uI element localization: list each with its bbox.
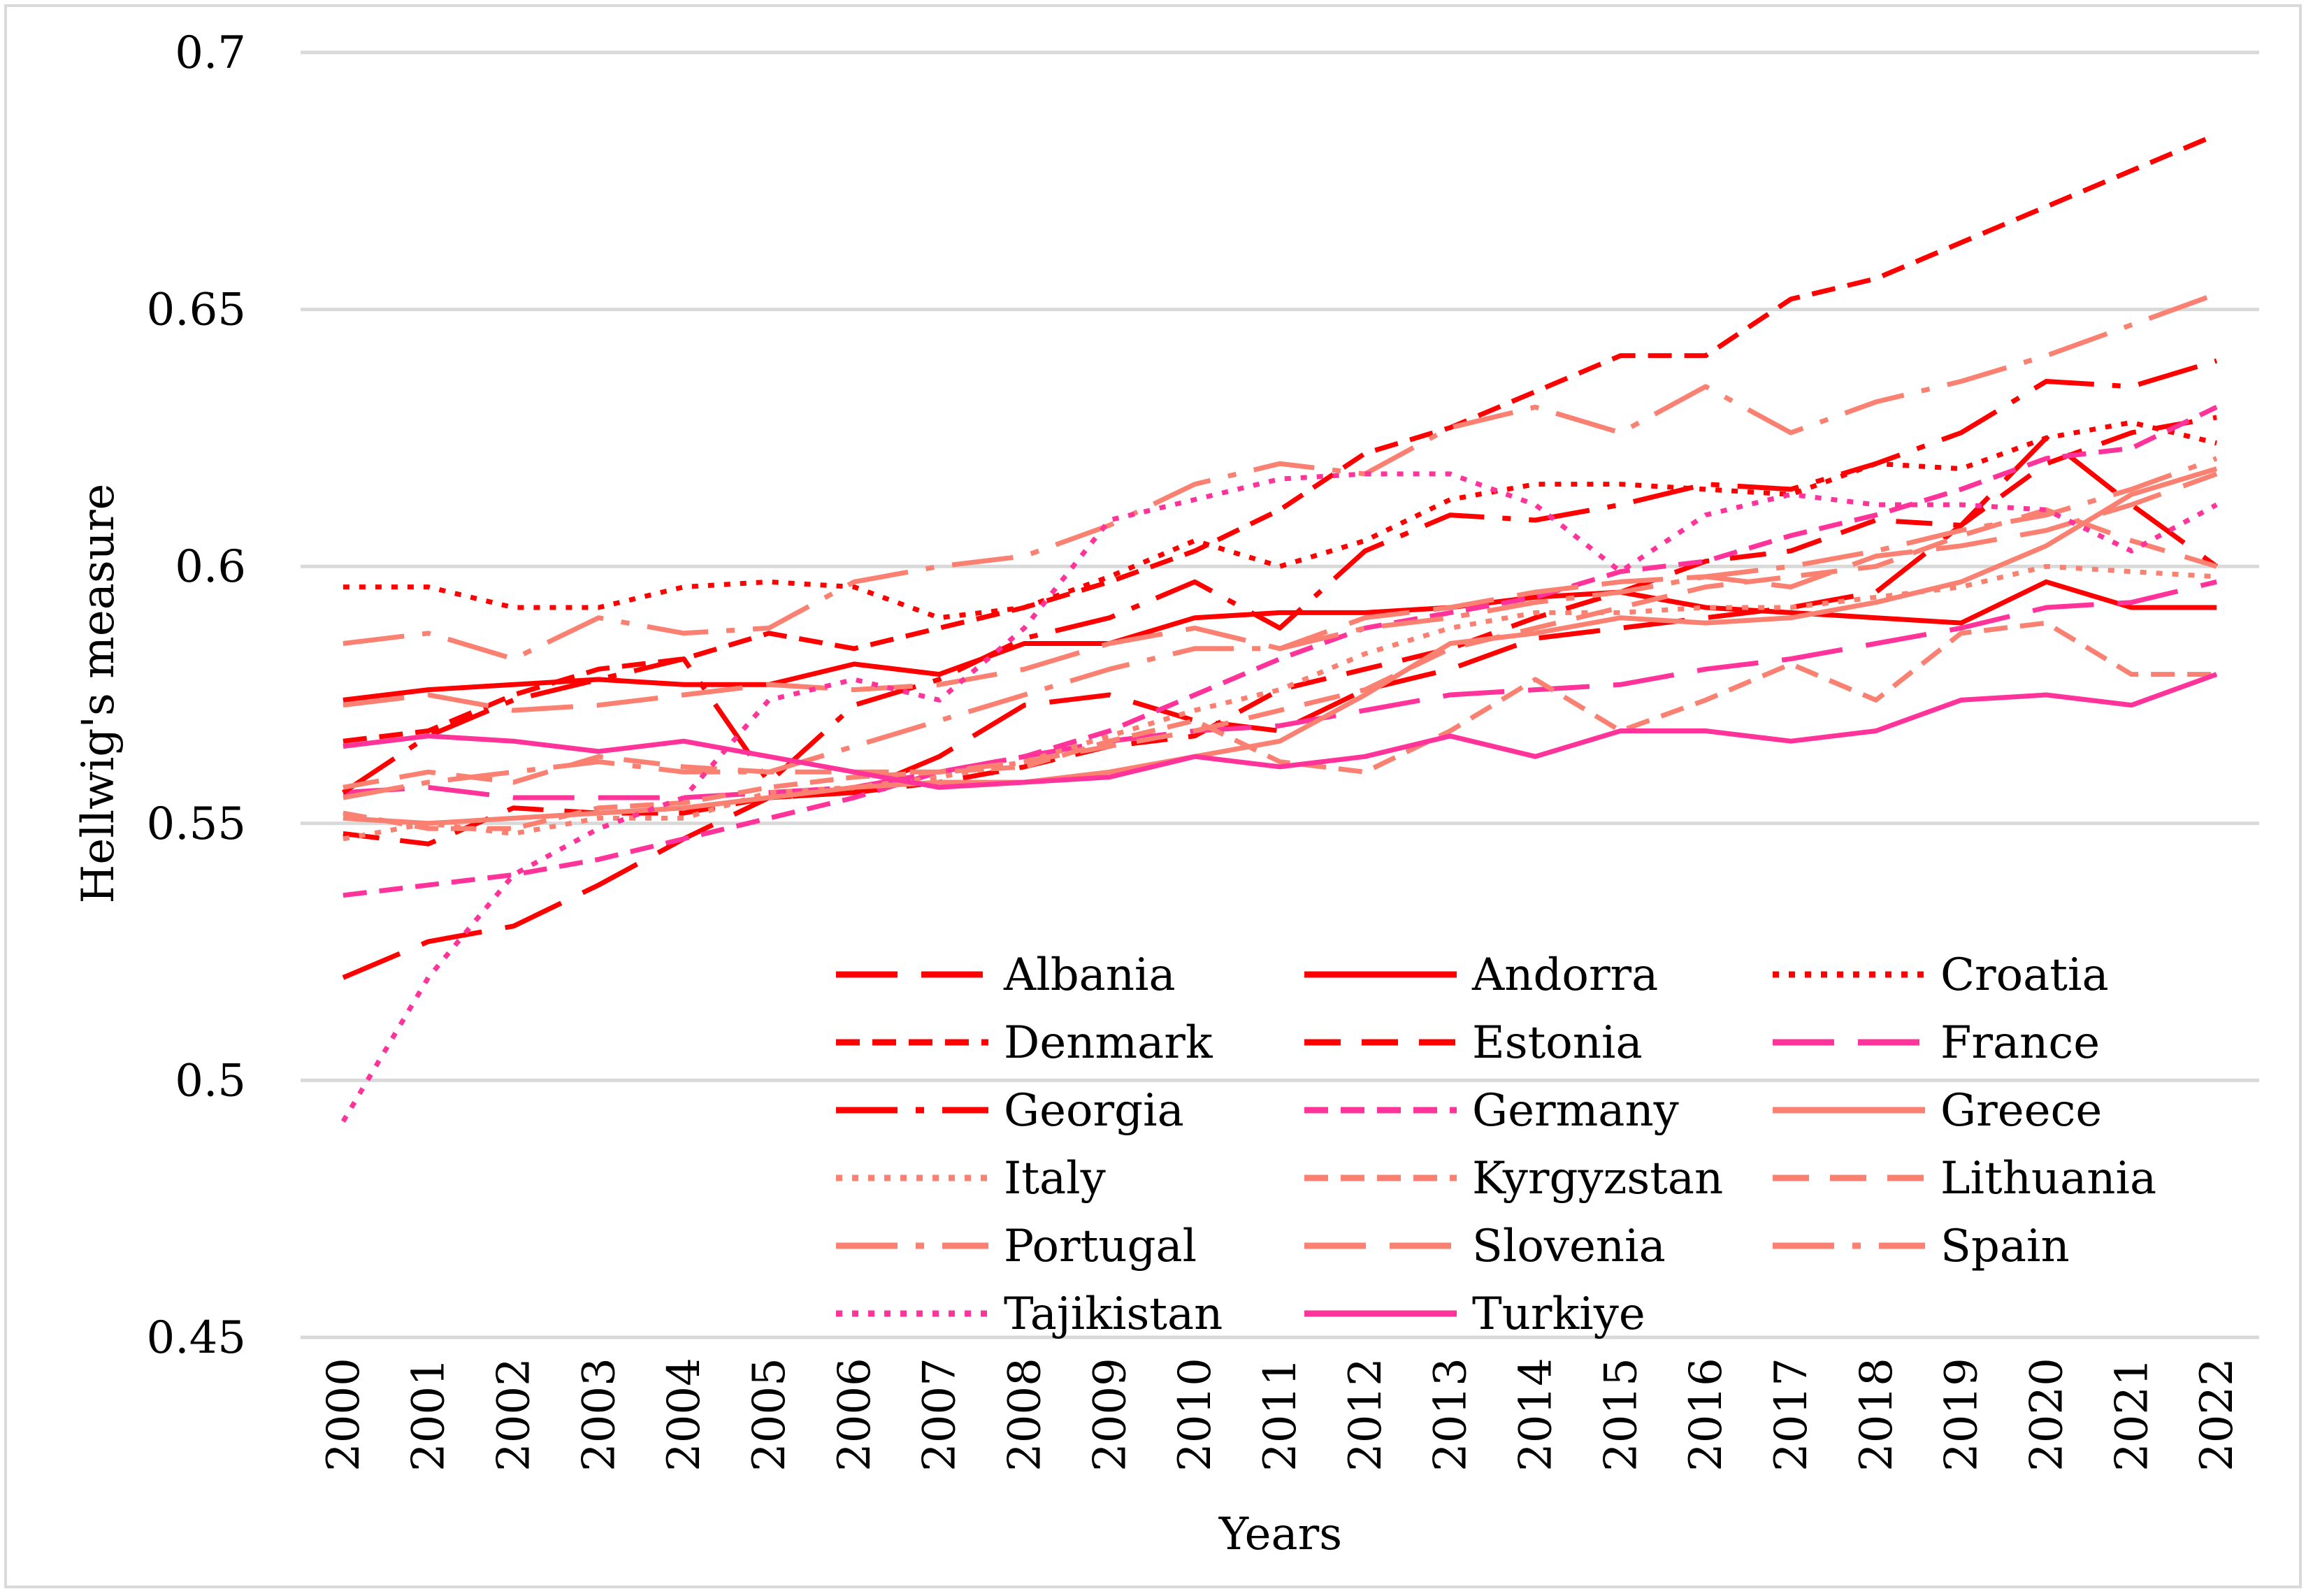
x-tick-label: 2012 xyxy=(1340,1358,1392,1472)
legend-label-georgia: Georgia xyxy=(1004,1085,1184,1137)
x-tick-label: 2020 xyxy=(2021,1358,2073,1472)
x-tick-label: 2010 xyxy=(1169,1358,1221,1472)
x-tick-label: 2015 xyxy=(1595,1358,1647,1472)
series-line-kyrgyzstan xyxy=(343,620,2217,831)
x-tick-label: 2006 xyxy=(829,1358,881,1472)
x-axis-title: Years xyxy=(1218,1509,1342,1560)
x-tick-label: 2007 xyxy=(914,1358,966,1472)
x-tick-label: 2014 xyxy=(1510,1358,1562,1472)
series-line-spain xyxy=(343,456,2218,800)
series-line-turkiye xyxy=(343,672,2218,790)
y-axis-title: Hellwig's measure xyxy=(73,484,124,904)
legend-label-croatia: Croatia xyxy=(1940,949,2109,1001)
x-tick-label: 2011 xyxy=(1255,1358,1306,1472)
legend-label-estonia: Estonia xyxy=(1472,1017,1643,1069)
chart-border xyxy=(4,4,2302,1588)
series-line-estonia xyxy=(343,415,2217,847)
series-line-france xyxy=(343,579,2217,800)
series-line-croatia xyxy=(343,419,2217,621)
series-line-portugal xyxy=(343,292,2218,661)
legend-label-france: France xyxy=(1940,1017,2100,1069)
legend-label-denmark: Denmark xyxy=(1004,1017,1213,1069)
legend-label-germany: Germany xyxy=(1472,1085,1679,1137)
series-line-georgia xyxy=(341,358,2218,795)
legend-label-albania: Albania xyxy=(1003,949,1176,1001)
x-tick-label: 2021 xyxy=(2106,1358,2158,1472)
x-tick-label: 2004 xyxy=(658,1358,710,1472)
legend: Albania Andorra Croatia Denmark Estonia Franc… xyxy=(836,949,2156,1340)
series-line-albania xyxy=(342,435,2219,980)
y-tick-label: 0.45 xyxy=(147,1312,247,1364)
legend-label-kyrgyzstan: Kyrgyzstan xyxy=(1472,1153,1723,1205)
x-tick-label: 2008 xyxy=(1000,1358,1051,1472)
legend-label-tajikistan: Tajikistan xyxy=(1004,1288,1223,1340)
legend-label-slovenia: Slovenia xyxy=(1472,1221,1666,1272)
legend-label-italy: Italy xyxy=(1004,1153,1106,1205)
x-tick-label: 2018 xyxy=(1851,1358,1903,1472)
x-tick-label: 2003 xyxy=(573,1358,625,1472)
gridlines xyxy=(301,50,2259,1339)
series-line-italy xyxy=(343,563,2217,842)
x-tick-label: 2017 xyxy=(1766,1358,1817,1472)
x-tick-label: 2013 xyxy=(1425,1358,1477,1472)
legend-label-lithuania: Lithuania xyxy=(1940,1153,2156,1205)
y-tick-label: 0.5 xyxy=(175,1055,246,1107)
legend-label-spain: Spain xyxy=(1940,1221,2070,1272)
legend-label-andorra: Andorra xyxy=(1471,949,1658,1001)
x-tick-label: 2022 xyxy=(2191,1358,2243,1472)
series-lines xyxy=(340,132,2219,1123)
x-tick-label: 2000 xyxy=(318,1358,370,1472)
series-line-lithuania xyxy=(343,507,2218,790)
y-axis-ticks: 0.45 0.5 0.55 0.6 0.65 0.7 xyxy=(147,27,247,1364)
series-line-germany xyxy=(343,405,2218,898)
x-tick-label: 2016 xyxy=(1680,1358,1732,1472)
y-tick-label: 0.6 xyxy=(175,541,246,593)
x-tick-label: 2019 xyxy=(1936,1358,1988,1472)
x-tick-label: 2001 xyxy=(403,1358,455,1472)
x-tick-label: 2002 xyxy=(489,1358,540,1472)
y-tick-label: 0.65 xyxy=(147,285,247,336)
x-tick-label: 2005 xyxy=(744,1358,795,1472)
legend-label-turkiye: Turkiye xyxy=(1472,1288,1645,1340)
y-tick-label: 0.55 xyxy=(147,798,247,850)
x-tick-label: 2009 xyxy=(1084,1358,1136,1472)
legend-label-greece: Greece xyxy=(1940,1085,2102,1137)
y-tick-label: 0.7 xyxy=(175,27,246,79)
legend-label-portugal: Portugal xyxy=(1004,1221,1197,1272)
series-line-andorra xyxy=(343,579,2217,703)
x-axis-ticks: 2000 2001 2002 2003 2004 2005 2006 2007 2008 2009… xyxy=(318,1358,2243,1472)
